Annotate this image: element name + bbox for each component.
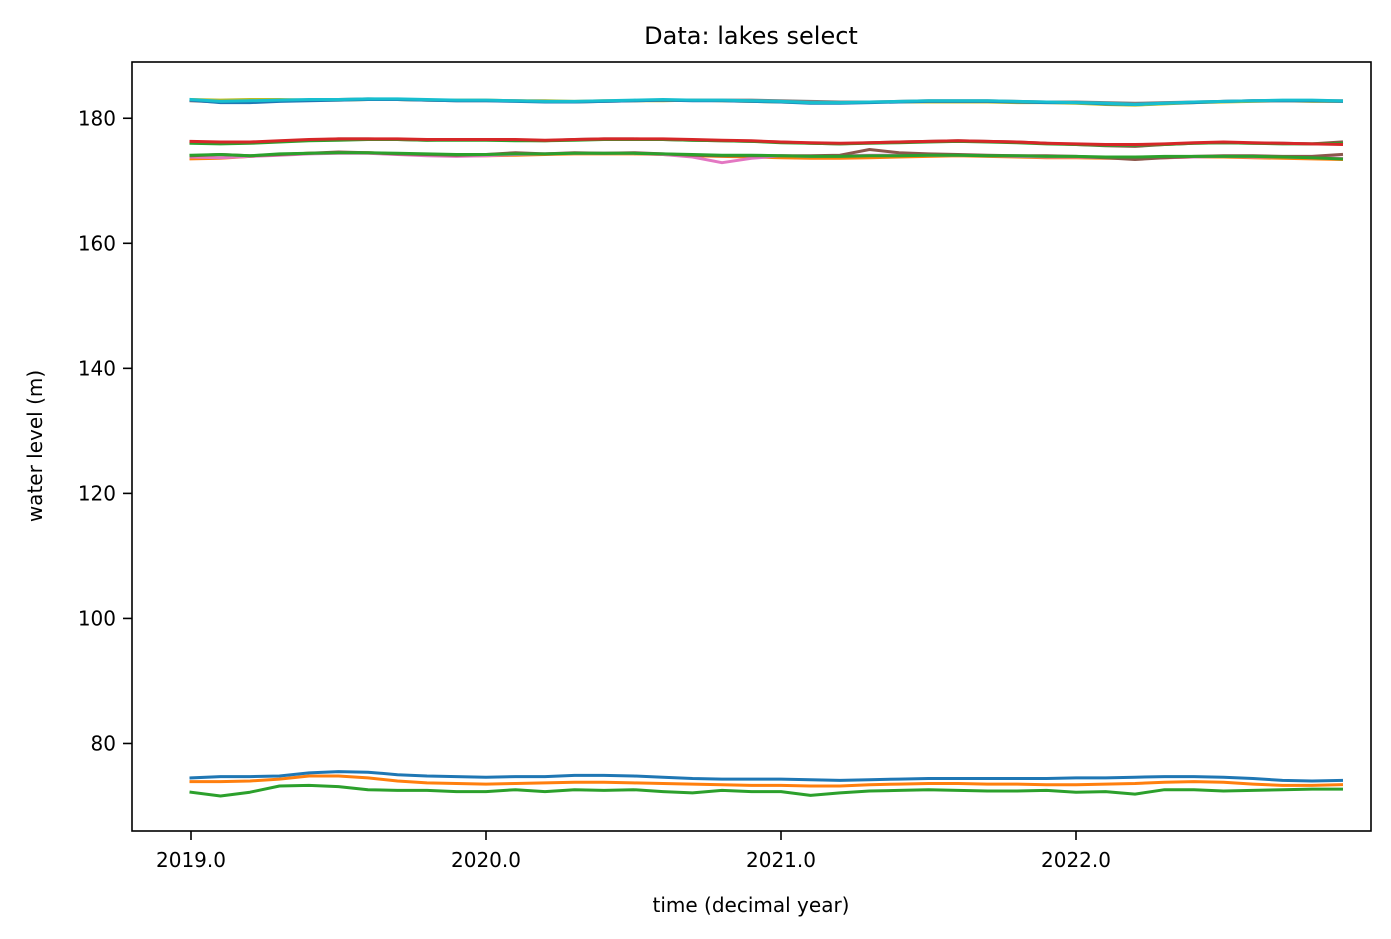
plot-frame	[131, 61, 1372, 832]
x-tick-label: 2020.0	[451, 848, 521, 872]
x-tick-label: 2021.0	[746, 848, 816, 872]
series-line-4	[189, 97, 1344, 106]
y-axis-label: water level (m)	[23, 370, 47, 522]
series-line-11	[189, 151, 1344, 161]
series-line-7	[189, 137, 1344, 147]
y-tick-label: 160	[78, 231, 116, 255]
series-line-13	[189, 770, 1344, 783]
y-tick-label: 80	[91, 731, 116, 755]
x-axis-ticks: 2019.0 2020.0 2021.0 2022.0	[156, 831, 1111, 872]
series-line-14	[189, 783, 1343, 798]
y-tick-label: 140	[78, 356, 116, 380]
x-tick-label: 2019.0	[156, 848, 226, 872]
y-axis-ticks: 80 100 120 140 160 180	[78, 106, 132, 755]
y-tick-label: 100	[78, 606, 116, 630]
x-tick-label: 2022.0	[1041, 848, 1111, 872]
series-line-12	[189, 774, 1344, 788]
chart-title: Data: lakes select	[644, 22, 858, 50]
x-axis-label: time (decimal year)	[653, 893, 850, 917]
y-tick-label: 180	[78, 106, 116, 130]
y-tick-label: 120	[78, 481, 116, 505]
series-lines	[189, 97, 1344, 798]
